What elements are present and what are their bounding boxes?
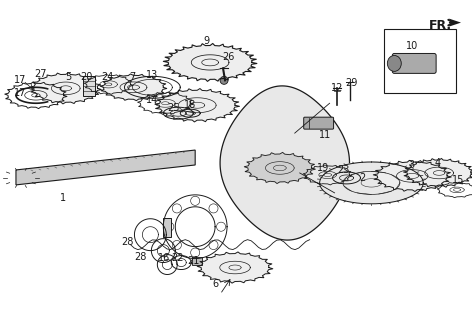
- Text: 6: 6: [212, 279, 218, 290]
- Circle shape: [220, 76, 228, 84]
- Polygon shape: [16, 150, 195, 185]
- Text: 23: 23: [337, 165, 350, 175]
- Text: 20: 20: [80, 72, 93, 82]
- Text: 17: 17: [14, 88, 26, 98]
- Text: 24: 24: [101, 72, 114, 82]
- Text: FR.: FR.: [429, 19, 452, 32]
- Text: 25: 25: [167, 103, 180, 113]
- Text: 26: 26: [222, 52, 234, 62]
- Text: 9: 9: [203, 36, 209, 45]
- FancyBboxPatch shape: [392, 53, 436, 73]
- Bar: [192, 257, 202, 265]
- FancyBboxPatch shape: [304, 117, 333, 129]
- Text: 13: 13: [146, 70, 158, 80]
- Text: 27: 27: [35, 69, 47, 79]
- Text: 17: 17: [14, 75, 26, 85]
- Text: 22: 22: [171, 252, 184, 263]
- Text: 14: 14: [146, 95, 158, 105]
- Text: 18: 18: [184, 100, 196, 110]
- Ellipse shape: [387, 55, 401, 71]
- Polygon shape: [449, 19, 461, 27]
- Text: 28: 28: [134, 252, 147, 261]
- Text: 2: 2: [359, 173, 366, 183]
- Text: 16: 16: [158, 252, 170, 263]
- Text: 10: 10: [406, 42, 418, 52]
- Text: 12: 12: [332, 83, 344, 93]
- Text: 7: 7: [129, 72, 136, 82]
- Text: 4: 4: [434, 158, 440, 168]
- Polygon shape: [403, 158, 473, 188]
- Bar: [163, 218, 171, 237]
- Text: 21: 21: [187, 256, 200, 266]
- Text: 29: 29: [345, 78, 358, 88]
- Bar: [83, 76, 95, 96]
- Polygon shape: [197, 252, 273, 283]
- Polygon shape: [155, 89, 239, 122]
- Text: 5: 5: [66, 72, 72, 82]
- Polygon shape: [100, 74, 167, 101]
- Text: 1: 1: [60, 193, 66, 203]
- Polygon shape: [163, 44, 257, 81]
- Bar: [385, 28, 456, 93]
- Text: 28: 28: [121, 237, 134, 247]
- Polygon shape: [30, 73, 101, 104]
- Text: 15: 15: [452, 175, 464, 185]
- Polygon shape: [320, 162, 423, 204]
- Polygon shape: [220, 86, 350, 240]
- Text: 19: 19: [316, 163, 329, 173]
- Text: 11: 11: [318, 130, 331, 140]
- Polygon shape: [244, 152, 315, 184]
- Polygon shape: [373, 160, 451, 191]
- Text: 3: 3: [408, 160, 414, 170]
